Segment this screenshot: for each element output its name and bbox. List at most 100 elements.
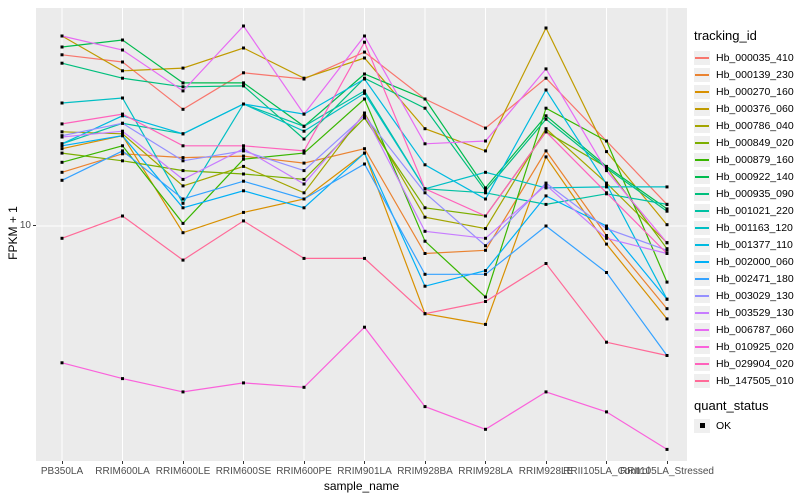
data-point (484, 227, 487, 231)
data-point (544, 76, 548, 80)
data-point (484, 322, 487, 326)
legend-item-label: Hb_000376_060 (716, 102, 794, 115)
legend-key-line-icon (695, 124, 709, 127)
data-point (302, 149, 306, 153)
data-point (181, 144, 185, 148)
data-point (605, 164, 608, 168)
legend-item-label: Hb_003529_130 (716, 306, 794, 319)
data-point (242, 172, 245, 176)
x-tick-label-RRII105LA_Stressed: RRII105LA_Stressed (620, 466, 714, 477)
data-point (484, 272, 487, 276)
legend-item-Hb_000935_090: Hb_000935_090 (694, 185, 798, 202)
data-point (484, 214, 487, 218)
data-point (484, 244, 487, 248)
data-point (121, 69, 124, 73)
data-point (302, 129, 306, 133)
legend-items: Hb_000035_410 Hb_000139_230 Hb_000270_160 H… (694, 49, 798, 389)
data-point (181, 184, 185, 188)
data-point (544, 114, 548, 118)
x-tick-mark (122, 461, 123, 464)
data-point (484, 189, 487, 193)
data-point (242, 210, 245, 214)
x-tick-label-RRII105LA_Control: RRII105LA_Control (563, 466, 650, 477)
data-point (423, 284, 427, 288)
data-point (60, 61, 64, 65)
data-point (242, 164, 245, 168)
legend-key-swatch (694, 237, 710, 252)
legend-item-Hb_010925_020: Hb_010925_020 (694, 338, 798, 355)
data-point (544, 183, 548, 187)
legend-key-swatch (694, 203, 710, 218)
data-point (605, 191, 608, 195)
x-tick-mark (364, 461, 365, 464)
ok-key-swatch (694, 418, 710, 433)
data-point (484, 191, 487, 195)
data-point (242, 147, 245, 151)
legend-item-Hb_000035_410: Hb_000035_410 (694, 49, 798, 66)
data-point (60, 135, 64, 139)
data-point (423, 187, 427, 191)
data-point (181, 197, 185, 201)
data-point (242, 144, 245, 148)
data-point (363, 114, 366, 118)
legend-item-label: Hb_001163_120 (716, 221, 793, 234)
x-tick-label-RRIM600PE: RRIM600PE (276, 466, 332, 477)
data-point (665, 241, 669, 245)
data-point (605, 182, 608, 186)
legend-item-Hb_000849_020: Hb_000849_020 (694, 134, 798, 151)
x-tick-label-PB350LA: PB350LA (40, 466, 84, 477)
data-point (302, 151, 306, 155)
data-point (665, 317, 669, 321)
data-point (544, 127, 548, 131)
y-axis-title: FPKM + 1 (6, 206, 20, 260)
data-point (121, 129, 124, 133)
data-point (181, 66, 185, 70)
legend-item-Hb_000786_040: Hb_000786_040 (694, 117, 798, 134)
plot-canvas (36, 8, 687, 461)
data-point (121, 60, 124, 64)
data-point (665, 354, 669, 357)
data-point (302, 197, 306, 201)
data-point (121, 114, 124, 118)
data-point (181, 221, 185, 225)
legend-key-swatch (694, 118, 710, 133)
data-point (423, 191, 427, 195)
y-tick-label-10: 10 (19, 220, 31, 231)
data-point (605, 185, 608, 189)
legend-item-label: Hb_002000_060 (716, 255, 794, 268)
data-point (121, 214, 124, 218)
data-point (302, 256, 306, 260)
data-point (181, 81, 185, 85)
data-point (423, 127, 427, 131)
legend-key-swatch (694, 135, 710, 150)
data-point (423, 142, 427, 146)
legend-key-line-icon (695, 192, 709, 195)
square-point-icon (699, 423, 705, 428)
x-tick-mark (424, 461, 426, 464)
data-point (665, 307, 669, 311)
legend-item-ok-label: OK (716, 419, 732, 432)
data-point (60, 178, 64, 182)
legend-key-swatch (694, 271, 710, 286)
data-point (242, 84, 245, 88)
data-point (423, 215, 427, 219)
legend-item-label: Hb_006787_060 (716, 323, 794, 336)
data-point (665, 297, 669, 301)
data-point (242, 102, 245, 106)
data-point (665, 252, 669, 255)
x-tick-label-RRIM901LA: RRIM901LA (337, 466, 392, 477)
legend-key-swatch (694, 186, 710, 201)
data-point (121, 144, 124, 148)
data-point (605, 227, 608, 231)
data-point (484, 197, 487, 201)
data-point (363, 97, 366, 101)
legend-item-Hb_000139_230: Hb_000139_230 (694, 66, 798, 83)
legend-key-line-icon (695, 226, 709, 229)
legend-key-swatch (694, 50, 710, 65)
data-point (302, 177, 306, 181)
data-point (363, 162, 366, 166)
data-point (181, 156, 185, 160)
data-point (423, 229, 427, 233)
x-tick-mark (485, 461, 486, 464)
data-point (60, 160, 64, 164)
